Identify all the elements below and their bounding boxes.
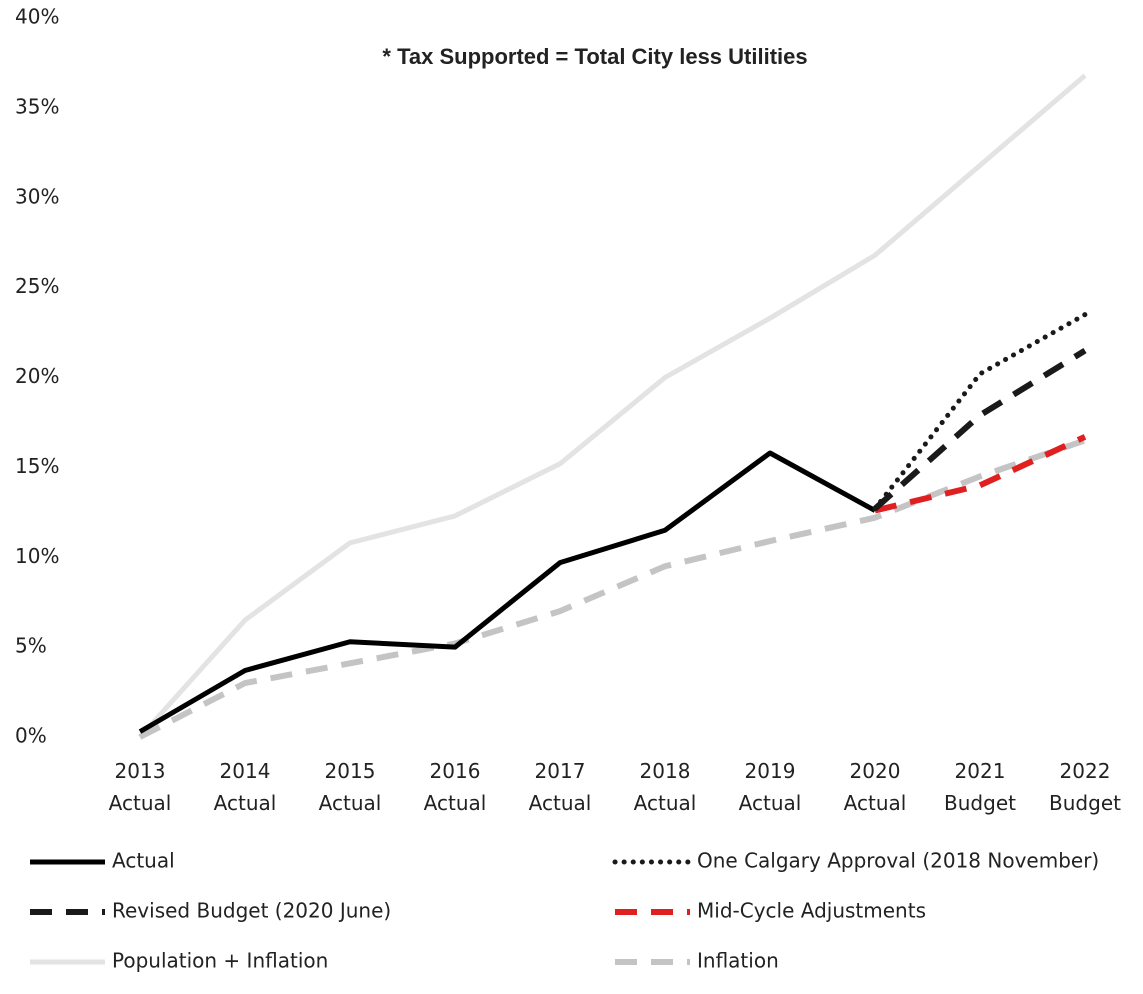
x-tick-label: 2017 Actual xyxy=(528,759,592,815)
x-tick-label: 2020 Actual xyxy=(843,759,907,815)
y-tick-label: 5% xyxy=(15,634,47,658)
x-tick-label: 2021 Budget xyxy=(944,759,1016,815)
legend-label: Actual xyxy=(112,849,175,873)
series-line xyxy=(138,73,1087,739)
series-line xyxy=(138,437,1086,740)
annotation: * Tax Supported = Total City less Utilit… xyxy=(382,44,807,69)
x-tick-label: 2019 Actual xyxy=(738,759,802,815)
y-tick-label: 0% xyxy=(15,724,47,748)
x-tick-label: 2014 Actual xyxy=(213,759,277,815)
series-line xyxy=(874,434,1087,514)
y-tick-label: 10% xyxy=(15,544,59,568)
x-tick-label: 2013 Actual xyxy=(108,759,172,815)
legend-label: Inflation xyxy=(697,949,779,973)
x-tick-label: 2015 Actual xyxy=(318,759,382,815)
y-tick-label: 20% xyxy=(15,364,59,388)
legend-label: Mid-Cycle Adjustments xyxy=(697,899,926,923)
y-tick-label: 40% xyxy=(15,5,59,29)
series-line xyxy=(872,312,1088,512)
x-tick-label: 2016 Actual xyxy=(423,759,487,815)
y-tick-label: 35% xyxy=(15,94,59,118)
legend-label: Revised Budget (2020 June) xyxy=(112,899,391,923)
legend-label: One Calgary Approval (2018 November) xyxy=(697,849,1099,873)
series-line xyxy=(138,450,877,734)
x-tick-label: 2018 Actual xyxy=(633,759,697,815)
legend-label: Population + Inflation xyxy=(112,949,328,973)
y-tick-label: 30% xyxy=(15,184,59,208)
y-tick-label: 15% xyxy=(15,454,59,478)
x-tick-label: 2022 Budget xyxy=(1049,759,1121,815)
series-line xyxy=(873,347,1087,511)
y-tick-label: 25% xyxy=(15,274,59,298)
